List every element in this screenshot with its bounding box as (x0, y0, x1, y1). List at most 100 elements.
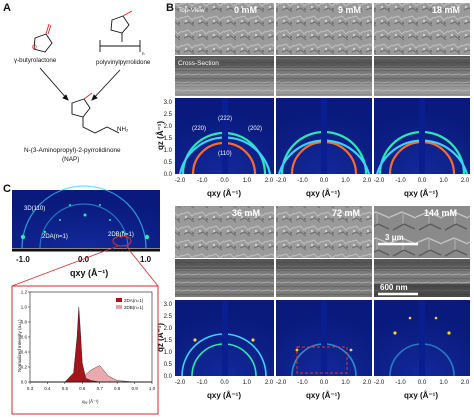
pvp-label: polyvinylpyrrolidone (96, 59, 151, 66)
legend-swatch-2da (116, 298, 122, 302)
qz-label-bottom: qz (Å⁻¹) (156, 323, 165, 352)
highlight-box (296, 346, 348, 374)
legend-2db: 2DB(n=1) (124, 305, 144, 310)
callout-ellipse (112, 235, 132, 247)
sem-top-18mM (374, 3, 470, 55)
panel-b-y-ticks: 0.0 0.5 1.0 1.5 2.0 2.5 3.0 0.0 0.5 1.0 1.5 2.0 2.5 3… (164, 100, 173, 380)
b-xtick: -2.0 (374, 380, 385, 386)
peak-202: (202) (248, 126, 262, 132)
b-xtick: 2.0 (265, 380, 274, 386)
b-ytick: 2.5 (164, 112, 173, 118)
b-xtick: 2.0 (461, 178, 470, 184)
inset-ytick: 1.0 (21, 305, 28, 310)
qz-label-top: qz (Å⁻¹) (156, 121, 165, 150)
polymer-n: n (142, 51, 145, 56)
b-xtick: 2.0 (363, 380, 372, 386)
inset-xtick: 0.9 (131, 386, 138, 391)
c-xtick-2: 1.0 (140, 255, 152, 264)
b-xtick: 0.0 (320, 380, 329, 386)
inset-ytick: 1.2 (21, 290, 28, 295)
inset-frame (11, 285, 159, 415)
top-row-sem (175, 3, 470, 96)
peak-220: (220) (192, 126, 206, 132)
b-xtick: -2.0 (175, 380, 186, 386)
b-xtick: 2.0 (461, 380, 470, 386)
sem-top-72mM (276, 206, 372, 258)
conc-144mM: 144 mM (424, 208, 457, 218)
b-ytick: 0.5 (164, 160, 173, 166)
b-xtick: -1.0 (297, 380, 308, 386)
pvp-structure (99, 10, 141, 52)
nh2-label: NH₂ (117, 126, 129, 133)
conc-0mM: 0 mM (234, 5, 257, 15)
b-xtick: -1.0 (197, 380, 208, 386)
b-xtick: -2.0 (276, 178, 287, 184)
b-ytick: 2.5 (164, 314, 173, 320)
inset-xlabel: qₓᵧ (Å⁻¹) (82, 398, 99, 404)
sem-top-0mM (175, 3, 274, 55)
b-xtick: -1.0 (395, 178, 406, 184)
inset-ytick: 0.4 (21, 350, 28, 355)
sem-top-9mM (276, 3, 372, 55)
nap-name: N-(3-Aminopropyl)-2-pyrrolidinone (24, 147, 121, 154)
giwaxs-zoom (12, 190, 160, 248)
gamma-butyrolactone-structure (33, 23, 53, 53)
conc-18mM: 18 mM (432, 5, 460, 15)
b-xtick: -1.0 (297, 178, 308, 184)
b-xtick: -2.0 (374, 178, 385, 184)
c-xtick-0: -1.0 (16, 255, 30, 264)
b-ytick: 1.0 (164, 350, 173, 356)
qxy-label-bottom-2: qxy (Å⁻¹) (306, 391, 340, 400)
b-xtick: 0.0 (320, 178, 329, 184)
inset-xtick: 0.8 (114, 386, 121, 391)
legend-swatch-2db (116, 305, 122, 309)
top-view-label: Top-View (178, 7, 205, 14)
b-xtick: 2.0 (265, 178, 274, 184)
b-xtick: 1.0 (439, 178, 448, 184)
qxy-label-top-2: qxy (Å⁻¹) (306, 189, 340, 198)
inset-xtick: 0.7 (97, 386, 104, 391)
peak-3d: 3D(110) (24, 206, 45, 212)
b-ytick: 3.0 (164, 302, 173, 308)
peak-222: (222) (218, 116, 232, 122)
inset-xtick: 1.0 (149, 386, 156, 391)
panel-b-x-ticks: -2.0 -1.0 0.0 1.0 2.0 -2.0 -1.0 0.0 1.0 2.0 -2.0 -1… (175, 178, 470, 386)
callout-lines (11, 245, 159, 287)
b-ytick: 0.0 (164, 374, 173, 380)
b-xtick: -1.0 (395, 380, 406, 386)
b-xtick: 0.0 (418, 178, 427, 184)
b-xtick: 0.0 (220, 380, 229, 386)
top-row-giwaxs (175, 98, 470, 175)
panel-c-giwaxs (12, 185, 160, 252)
inset-xtick: 0.4 (44, 386, 51, 391)
qxy-label-bottom-3: qxy (Å⁻¹) (404, 391, 438, 400)
qxy-label-top-3: qxy (Å⁻¹) (404, 189, 438, 198)
bottom-row-giwaxs (175, 300, 470, 377)
b-xtick: 1.0 (243, 380, 252, 386)
inset-chart: 0.3 0.4 0.5 0.6 0.7 0.8 0.9 1.0 0.0 0.2 0.4 0.6 0.8 1… (11, 285, 159, 415)
b-xtick: 1.0 (439, 380, 448, 386)
legend-2da: 2DA(n=1) (124, 298, 144, 303)
nap-structure (71, 92, 120, 134)
panel-c-letter: C (3, 183, 11, 195)
b-xtick: -1.0 (197, 178, 208, 184)
bottom-row-sem (175, 206, 470, 297)
panel-b-letter: B (166, 2, 174, 14)
scale-3um: 3 μm (385, 233, 404, 242)
b-ytick: 2.0 (164, 124, 173, 130)
b-ytick: 1.5 (164, 338, 173, 344)
b-ytick: 1.5 (164, 136, 173, 142)
inset-ytick: 0.8 (21, 320, 28, 325)
b-ytick: 1.0 (164, 148, 173, 154)
inset-ylabel: Normalized Intensity (a.u.) (17, 319, 22, 372)
scale-600nm: 600 nm (380, 283, 408, 292)
panel-a-letter: A (3, 2, 11, 14)
b-xtick: -2.0 (175, 178, 186, 184)
b-xtick: 1.0 (341, 178, 350, 184)
inset-xtick: 0.3 (27, 386, 34, 391)
conc-72mM: 72 mM (332, 208, 360, 218)
b-ytick: 0.0 (164, 172, 173, 178)
b-xtick: 1.0 (243, 178, 252, 184)
b-xtick: -2.0 (276, 380, 287, 386)
